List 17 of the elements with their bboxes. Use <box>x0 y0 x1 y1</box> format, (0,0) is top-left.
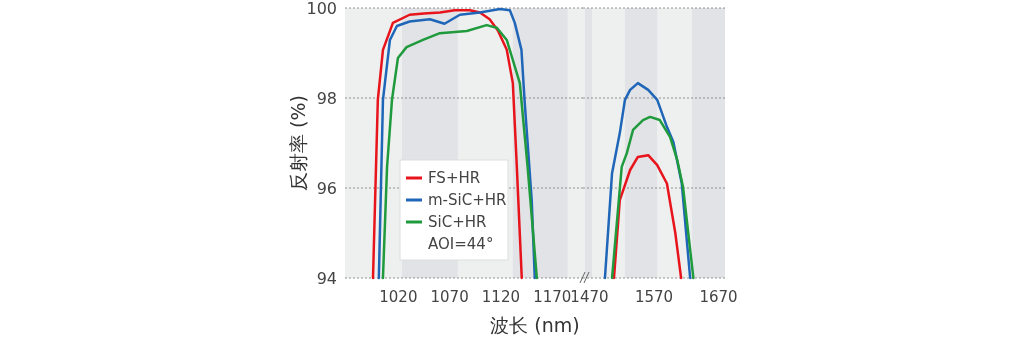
legend-label: SiC+HR <box>428 213 487 232</box>
legend-label: m-SiC+HR <box>428 191 507 210</box>
x-axis-title: 波长 (nm) <box>490 314 580 336</box>
x-tick-label: 1120 <box>481 288 521 306</box>
y-tick-label: 100 <box>306 0 337 18</box>
y-tick-label: 98 <box>316 88 337 108</box>
y-tick-label: 94 <box>316 268 337 288</box>
x-tick-label: 1470 <box>570 288 609 306</box>
x-tick-label: 1670 <box>699 288 738 306</box>
y-tick-label: 96 <box>316 178 337 198</box>
y-axis-title: 反射率 (%) <box>287 95 309 191</box>
x-tick-label: 1070 <box>430 288 469 306</box>
x-tick-label: 1570 <box>634 288 674 306</box>
legend-label: FS+HR <box>428 169 481 188</box>
x-tick-label: 1170 <box>533 288 572 306</box>
x-tick-label: 1020 <box>379 288 418 306</box>
annotation: AOI=44° <box>428 235 494 254</box>
